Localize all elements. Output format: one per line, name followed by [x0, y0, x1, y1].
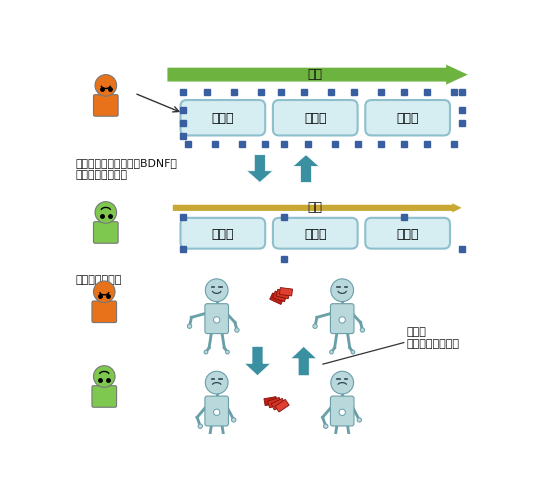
- Text: 脳細胞: 脳細胞: [212, 112, 234, 125]
- Text: 脳細胞: 脳細胞: [396, 227, 419, 240]
- Circle shape: [329, 350, 333, 354]
- FancyBboxPatch shape: [330, 304, 354, 334]
- FancyBboxPatch shape: [273, 101, 357, 136]
- Circle shape: [204, 350, 208, 354]
- Polygon shape: [267, 398, 281, 408]
- Polygon shape: [280, 288, 293, 296]
- Circle shape: [351, 443, 355, 447]
- FancyBboxPatch shape: [273, 219, 357, 249]
- Polygon shape: [273, 291, 287, 302]
- Circle shape: [226, 350, 230, 354]
- FancyBboxPatch shape: [180, 101, 265, 136]
- Circle shape: [213, 317, 220, 324]
- FancyBboxPatch shape: [205, 304, 228, 334]
- FancyBboxPatch shape: [93, 222, 118, 244]
- Text: 情報: 情報: [308, 67, 323, 81]
- Circle shape: [93, 282, 115, 303]
- Text: うつ病: うつ病: [94, 410, 114, 420]
- Polygon shape: [167, 65, 468, 85]
- Text: 情報: 情報: [308, 201, 323, 213]
- FancyBboxPatch shape: [365, 101, 450, 136]
- Circle shape: [360, 328, 364, 332]
- FancyBboxPatch shape: [205, 396, 228, 426]
- Circle shape: [198, 424, 202, 428]
- Text: ＜イメージ図＞: ＜イメージ図＞: [75, 274, 122, 284]
- Circle shape: [205, 371, 228, 394]
- Text: 脳由来神経栄養因子（BDNF）
（脳細胞の栄養）: 脳由来神経栄養因子（BDNF） （脳細胞の栄養）: [75, 158, 177, 179]
- Circle shape: [339, 409, 346, 416]
- Polygon shape: [245, 346, 271, 376]
- FancyBboxPatch shape: [92, 386, 117, 407]
- Polygon shape: [276, 290, 289, 299]
- Text: 脳細胞: 脳細胞: [304, 227, 327, 240]
- FancyBboxPatch shape: [330, 396, 354, 426]
- Polygon shape: [291, 346, 317, 376]
- Polygon shape: [247, 155, 273, 183]
- Polygon shape: [275, 400, 289, 412]
- Circle shape: [235, 328, 239, 332]
- Polygon shape: [269, 293, 284, 305]
- FancyBboxPatch shape: [93, 96, 118, 117]
- Text: 指令書
（神経伝達物質）: 指令書 （神経伝達物質）: [406, 327, 459, 348]
- Circle shape: [204, 443, 208, 447]
- Polygon shape: [293, 155, 319, 183]
- Polygon shape: [271, 399, 285, 410]
- Text: 脳細胞: 脳細胞: [304, 112, 327, 125]
- Circle shape: [95, 76, 117, 97]
- FancyBboxPatch shape: [365, 219, 450, 249]
- Circle shape: [351, 350, 355, 354]
- Text: 脳細胞: 脳細胞: [208, 409, 225, 418]
- Circle shape: [339, 317, 346, 324]
- FancyBboxPatch shape: [92, 302, 117, 323]
- Circle shape: [226, 443, 230, 447]
- Circle shape: [232, 418, 236, 422]
- Text: 健康
（改善）: 健康 （改善）: [93, 119, 118, 140]
- Text: 脳細胞: 脳細胞: [212, 227, 234, 240]
- Circle shape: [313, 325, 318, 329]
- Circle shape: [95, 202, 117, 224]
- Circle shape: [331, 371, 354, 394]
- Polygon shape: [264, 397, 277, 406]
- Circle shape: [329, 443, 333, 447]
- Circle shape: [93, 366, 115, 387]
- Text: 健康
（改善）: 健康 （改善）: [92, 325, 117, 346]
- Text: うつ病: うつ病: [96, 246, 116, 256]
- Text: 脳細胞: 脳細胞: [396, 112, 419, 125]
- Circle shape: [323, 424, 328, 428]
- Circle shape: [331, 279, 354, 302]
- FancyBboxPatch shape: [180, 219, 265, 249]
- Circle shape: [213, 409, 220, 416]
- Circle shape: [187, 325, 192, 329]
- Circle shape: [205, 279, 228, 302]
- Circle shape: [357, 418, 361, 422]
- Polygon shape: [173, 204, 462, 213]
- Text: 脳細胞: 脳細胞: [208, 317, 225, 326]
